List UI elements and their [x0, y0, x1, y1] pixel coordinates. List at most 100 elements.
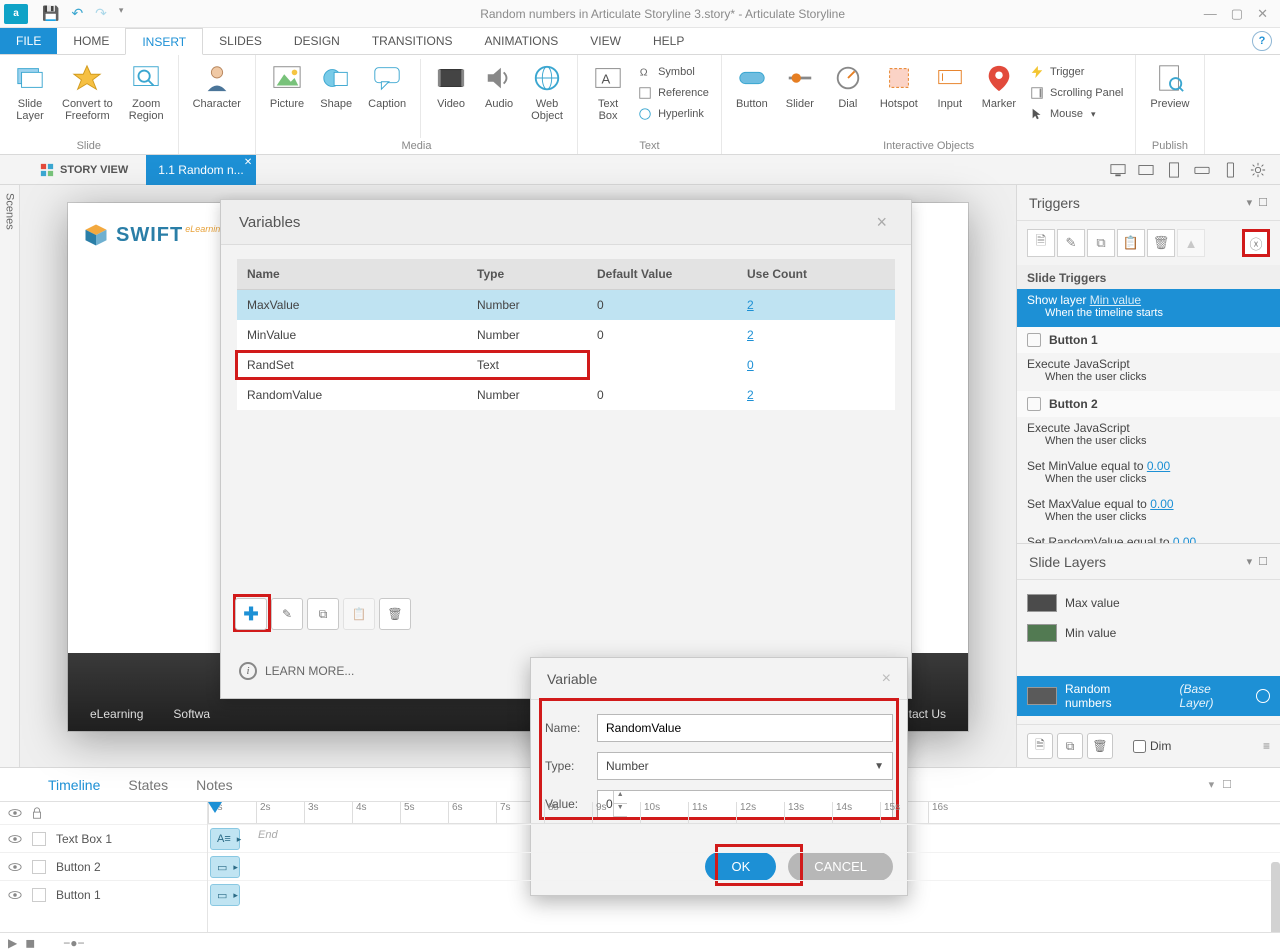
trigger-item[interactable]: Execute JavaScriptWhen the user clicks: [1017, 353, 1280, 391]
base-layer-row[interactable]: Random numbers (Base Layer): [1017, 676, 1280, 716]
mouse-button[interactable]: Mouse▾: [1026, 105, 1127, 123]
dialog-close-icon[interactable]: ×: [882, 670, 891, 688]
undock-icon[interactable]: ☐: [1258, 196, 1268, 209]
menu-slides[interactable]: SLIDES: [203, 28, 278, 54]
document-tab[interactable]: 1.1 Random n...✕: [146, 155, 256, 185]
stop-icon[interactable]: ◼: [25, 936, 35, 950]
menu-animations[interactable]: ANIMATIONS: [469, 28, 575, 54]
character-button[interactable]: Character: [187, 59, 247, 150]
timeline-row[interactable]: Button 2: [0, 852, 207, 880]
table-row[interactable]: MinValueNumber02: [237, 320, 895, 350]
input-button[interactable]: Input: [928, 59, 972, 138]
eye-icon[interactable]: [1256, 689, 1270, 703]
trigger-button[interactable]: Trigger: [1026, 63, 1127, 81]
collapse-icon[interactable]: ▾: [1247, 555, 1253, 568]
menu-transitions[interactable]: TRANSITIONS: [356, 28, 469, 54]
timeline-row[interactable]: Text Box 1: [0, 824, 207, 852]
layer-settings-icon[interactable]: ≡: [1263, 739, 1270, 753]
gear-icon[interactable]: [1250, 162, 1266, 178]
eye-icon[interactable]: [8, 806, 22, 820]
save-icon[interactable]: 💾: [42, 5, 59, 22]
menu-help[interactable]: HELP: [637, 28, 700, 54]
layer-row[interactable]: Min value: [1017, 618, 1280, 648]
convert-freeform-button[interactable]: Convert to Freeform: [56, 59, 119, 138]
tablet-portrait-icon[interactable]: [1166, 162, 1182, 178]
web-object-button[interactable]: Web Object: [525, 59, 569, 138]
timeline-bar[interactable]: ▭ ▸: [210, 856, 240, 878]
copy-trigger-button[interactable]: ⧉: [1087, 229, 1115, 257]
text-box-button[interactable]: AText Box: [586, 59, 630, 138]
edit-trigger-button[interactable]: ✎: [1057, 229, 1085, 257]
reference-button[interactable]: Reference: [634, 84, 713, 102]
trigger-item[interactable]: Set RandomValue equal to 0.00When the us…: [1017, 531, 1280, 543]
zoom-region-button[interactable]: Zoom Region: [123, 59, 170, 138]
minimize-icon[interactable]: —: [1204, 6, 1217, 22]
new-trigger-button[interactable]: 🗎: [1027, 229, 1055, 257]
tab-notes[interactable]: Notes: [196, 777, 233, 793]
desktop-icon[interactable]: [1110, 162, 1126, 178]
move-up-button[interactable]: ▲: [1177, 229, 1205, 257]
timeline-row[interactable]: Button 1: [0, 880, 207, 908]
tab-timeline[interactable]: Timeline: [48, 777, 100, 793]
paste-variable-button[interactable]: 📋: [343, 598, 375, 630]
symbol-button[interactable]: ΩSymbol: [634, 63, 713, 81]
slider-button[interactable]: Slider: [778, 59, 822, 138]
copy-variable-button[interactable]: ⧉: [307, 598, 339, 630]
menu-home[interactable]: HOME: [57, 28, 125, 54]
trigger-group-button1[interactable]: Button 1: [1017, 327, 1280, 353]
button-button[interactable]: Button: [730, 59, 774, 138]
variables-close-icon[interactable]: ×: [870, 212, 893, 233]
hyperlink-button[interactable]: Hyperlink: [634, 105, 713, 123]
picture-button[interactable]: Picture: [264, 59, 310, 138]
menu-file[interactable]: FILE: [0, 28, 57, 54]
lock-icon[interactable]: [30, 806, 44, 820]
table-row[interactable]: RandomValueNumber02: [237, 380, 895, 410]
dial-button[interactable]: Dial: [826, 59, 870, 138]
hotspot-button[interactable]: Hotspot: [874, 59, 924, 138]
timeline-bar[interactable]: A≡ ▸: [210, 828, 240, 850]
shape-button[interactable]: Shape: [314, 59, 358, 138]
preview-button[interactable]: Preview: [1144, 59, 1195, 138]
help-icon[interactable]: ?: [1252, 31, 1272, 51]
dim-checkbox[interactable]: [1133, 740, 1146, 753]
zoom-out-icon[interactable]: −●−: [63, 936, 84, 950]
redo-icon[interactable]: ↷: [95, 5, 107, 22]
slide-layer-button[interactable]: Slide Layer: [8, 59, 52, 138]
close-icon[interactable]: ✕: [1257, 6, 1268, 22]
menu-design[interactable]: DESIGN: [278, 28, 356, 54]
maximize-icon[interactable]: ▢: [1231, 6, 1243, 22]
trigger-group-button2[interactable]: Button 2: [1017, 391, 1280, 417]
audio-button[interactable]: Audio: [477, 59, 521, 138]
story-view-button[interactable]: STORY VIEW: [28, 163, 140, 177]
trigger-item[interactable]: Execute JavaScriptWhen the user clicks: [1017, 417, 1280, 455]
new-layer-button[interactable]: 🗎: [1027, 733, 1053, 759]
delete-variable-button[interactable]: 🗑: [379, 598, 411, 630]
add-variable-button[interactable]: ✚: [235, 598, 267, 630]
marker-button[interactable]: Marker: [976, 59, 1022, 138]
scrollbar-thumb[interactable]: [1271, 862, 1280, 932]
timeline-tracks[interactable]: 1s2s3s4s5s6s7s8s9s10s11s12s13s14s15s16s …: [208, 802, 1280, 932]
tab-close-icon[interactable]: ✕: [244, 157, 252, 168]
dup-layer-button[interactable]: ⧉: [1057, 733, 1083, 759]
learn-more-link[interactable]: iLEARN MORE...: [239, 662, 354, 680]
manage-variables-button[interactable]: ⓧ: [1242, 229, 1270, 257]
layer-row[interactable]: Max value: [1017, 588, 1280, 618]
tab-states[interactable]: States: [128, 777, 168, 793]
trigger-item[interactable]: Show layer Min value When the timeline s…: [1017, 289, 1280, 327]
del-layer-button[interactable]: 🗑: [1087, 733, 1113, 759]
phone-portrait-icon[interactable]: [1222, 162, 1238, 178]
caption-button[interactable]: Caption: [362, 59, 412, 138]
edit-variable-button[interactable]: ✎: [271, 598, 303, 630]
undock-icon[interactable]: ☐: [1222, 778, 1232, 791]
trigger-item[interactable]: Set MaxValue equal to 0.00When the user …: [1017, 493, 1280, 531]
playhead-icon[interactable]: [208, 802, 222, 813]
tablet-landscape-icon[interactable]: [1138, 162, 1154, 178]
video-button[interactable]: Video: [429, 59, 473, 138]
play-icon[interactable]: ▶: [8, 936, 17, 950]
timeline-bar[interactable]: ▭ ▸: [210, 884, 240, 906]
phone-landscape-icon[interactable]: [1194, 162, 1210, 178]
undock-icon[interactable]: ☐: [1258, 555, 1268, 568]
menu-insert[interactable]: INSERT: [125, 28, 203, 55]
scenes-panel[interactable]: Scenes: [0, 185, 20, 767]
delete-trigger-button[interactable]: 🗑: [1147, 229, 1175, 257]
